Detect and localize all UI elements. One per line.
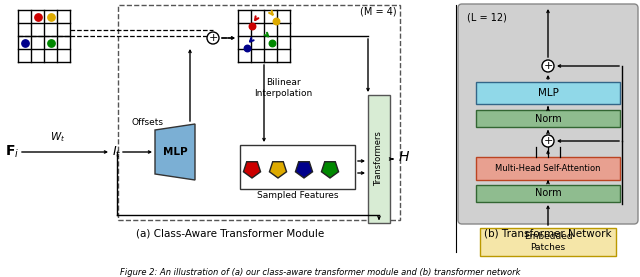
Text: (M = 4): (M = 4) bbox=[360, 7, 397, 17]
Text: $W_t$: $W_t$ bbox=[51, 130, 66, 144]
Text: (a) Class-Aware Transformer Module: (a) Class-Aware Transformer Module bbox=[136, 228, 324, 238]
Point bbox=[45, 40, 56, 45]
Bar bbox=[368, 95, 390, 223]
Polygon shape bbox=[243, 162, 260, 178]
Bar bbox=[476, 185, 620, 202]
Text: Transformers: Transformers bbox=[374, 132, 383, 186]
Text: $\mathbf{F}_{i}$: $\mathbf{F}_{i}$ bbox=[5, 144, 19, 160]
Text: (L = 12): (L = 12) bbox=[467, 13, 507, 23]
Text: Embedded
Patches: Embedded Patches bbox=[524, 232, 572, 252]
Bar bbox=[240, 145, 355, 189]
Point bbox=[19, 40, 29, 45]
Text: MLP: MLP bbox=[163, 147, 188, 157]
Circle shape bbox=[207, 32, 219, 44]
Text: Norm: Norm bbox=[534, 114, 561, 124]
Text: Bilinear
Interpolation: Bilinear Interpolation bbox=[254, 78, 312, 98]
Text: +: + bbox=[208, 33, 218, 43]
Polygon shape bbox=[296, 162, 312, 178]
Polygon shape bbox=[155, 124, 195, 180]
Bar bbox=[476, 110, 620, 127]
Point bbox=[268, 40, 278, 45]
Text: (b) Transformer Network: (b) Transformer Network bbox=[484, 228, 612, 238]
Circle shape bbox=[542, 135, 554, 147]
Text: Norm: Norm bbox=[534, 189, 561, 199]
Text: Offsets: Offsets bbox=[132, 118, 164, 127]
Text: $H$: $H$ bbox=[398, 150, 410, 164]
Text: $I_t$: $I_t$ bbox=[112, 144, 122, 160]
Text: Figure 2: An illustration of (a) our class-aware transformer module and (b) tran: Figure 2: An illustration of (a) our cla… bbox=[120, 268, 520, 277]
Point bbox=[271, 19, 282, 23]
Circle shape bbox=[542, 60, 554, 72]
Point bbox=[33, 14, 43, 19]
Point bbox=[247, 23, 257, 28]
FancyBboxPatch shape bbox=[458, 4, 638, 224]
Text: Sampled Features: Sampled Features bbox=[257, 191, 339, 200]
Bar bbox=[476, 82, 620, 104]
Text: +: + bbox=[543, 61, 553, 71]
Point bbox=[45, 14, 56, 19]
Bar bbox=[480, 228, 616, 256]
Bar bbox=[476, 157, 620, 180]
Text: MLP: MLP bbox=[538, 88, 559, 98]
Text: +: + bbox=[543, 136, 553, 146]
Text: Multi-Head Self-Attention: Multi-Head Self-Attention bbox=[495, 164, 601, 173]
Bar bbox=[118, 5, 400, 220]
Polygon shape bbox=[321, 162, 339, 178]
Polygon shape bbox=[269, 162, 287, 178]
Point bbox=[242, 46, 252, 51]
